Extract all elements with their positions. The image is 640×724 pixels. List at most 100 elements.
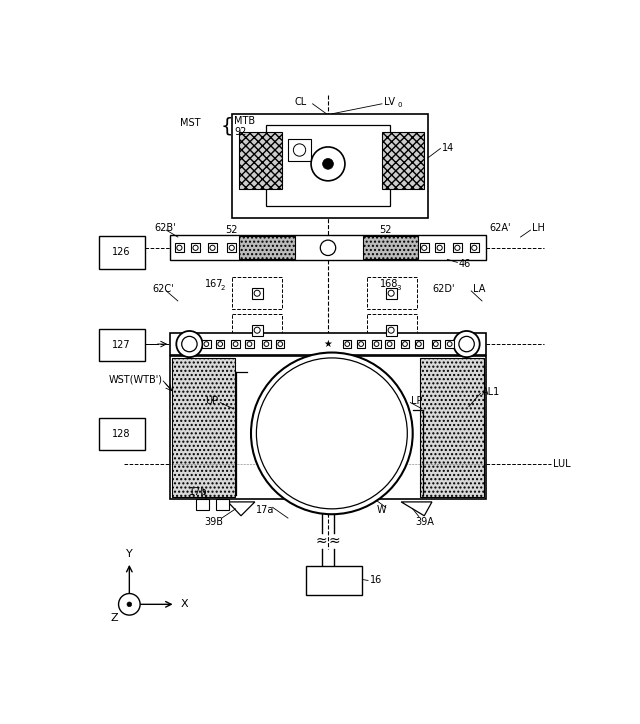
Bar <box>170 333 486 355</box>
Text: WST(WTB'): WST(WTB') <box>108 374 163 384</box>
Bar <box>227 243 236 253</box>
Circle shape <box>359 342 364 346</box>
Text: LUL: LUL <box>553 459 570 469</box>
Bar <box>232 314 282 346</box>
Bar <box>252 325 262 336</box>
Bar <box>435 243 444 253</box>
Bar <box>239 132 282 189</box>
Bar <box>239 236 295 259</box>
Text: {: { <box>220 117 232 135</box>
Bar <box>216 340 225 348</box>
Text: 52: 52 <box>225 225 238 235</box>
Bar <box>470 243 479 253</box>
Text: 62C': 62C' <box>152 285 174 295</box>
Text: 39A: 39A <box>415 517 434 527</box>
Text: ★: ★ <box>324 339 332 349</box>
Bar <box>288 139 311 161</box>
Bar <box>367 314 417 346</box>
Text: MST: MST <box>180 118 201 128</box>
Bar <box>170 356 486 499</box>
Text: LV: LV <box>384 97 395 107</box>
Circle shape <box>193 245 198 251</box>
Text: LA: LA <box>473 285 485 295</box>
Circle shape <box>387 342 392 346</box>
Bar <box>372 340 381 348</box>
Polygon shape <box>401 502 432 515</box>
Bar <box>445 340 454 348</box>
Bar <box>343 340 351 348</box>
Circle shape <box>254 327 260 333</box>
Bar <box>420 358 484 497</box>
Circle shape <box>233 342 238 346</box>
Circle shape <box>403 342 408 346</box>
Bar <box>252 288 262 298</box>
Bar <box>385 340 394 348</box>
Bar <box>232 340 240 348</box>
Circle shape <box>472 245 477 251</box>
Text: 92: 92 <box>234 127 246 137</box>
Bar <box>363 236 418 259</box>
Bar <box>382 132 424 189</box>
Bar <box>196 499 209 510</box>
Bar <box>415 340 423 348</box>
Circle shape <box>254 290 260 296</box>
Circle shape <box>417 342 421 346</box>
Text: 46: 46 <box>459 259 471 269</box>
Text: 52: 52 <box>380 225 392 235</box>
Bar <box>99 418 145 450</box>
Text: Y: Y <box>126 550 132 559</box>
Bar <box>367 277 417 309</box>
Bar <box>232 114 428 218</box>
Text: 62B': 62B' <box>155 223 177 233</box>
Circle shape <box>182 337 197 352</box>
Text: 168: 168 <box>380 279 399 289</box>
Text: W: W <box>377 505 387 515</box>
Bar <box>401 340 409 348</box>
Circle shape <box>210 245 215 251</box>
Text: 0: 0 <box>397 101 402 108</box>
Text: 17a: 17a <box>255 505 274 515</box>
Circle shape <box>218 342 223 346</box>
Polygon shape <box>228 502 255 515</box>
Circle shape <box>177 245 182 251</box>
Circle shape <box>388 290 394 296</box>
Bar <box>386 325 397 336</box>
Circle shape <box>437 245 442 251</box>
Circle shape <box>422 245 427 251</box>
Circle shape <box>447 342 452 346</box>
Bar <box>266 125 390 206</box>
Text: AL1: AL1 <box>482 387 500 397</box>
Bar <box>175 243 184 253</box>
Circle shape <box>278 342 283 346</box>
Text: 2: 2 <box>221 285 225 291</box>
Bar <box>232 277 282 309</box>
Bar <box>172 358 235 497</box>
Circle shape <box>127 602 132 607</box>
Bar <box>307 566 362 595</box>
Text: CL: CL <box>295 97 307 107</box>
Text: 127: 127 <box>113 340 131 350</box>
Text: 62D': 62D' <box>432 285 454 295</box>
Text: LP: LP <box>411 396 422 406</box>
Circle shape <box>455 245 460 251</box>
Circle shape <box>257 358 407 509</box>
Circle shape <box>323 159 333 169</box>
Text: 16: 16 <box>369 576 382 586</box>
Circle shape <box>454 331 480 357</box>
Bar <box>386 288 397 298</box>
Circle shape <box>320 240 336 256</box>
Text: 167: 167 <box>205 279 223 289</box>
Bar <box>216 499 230 510</box>
Bar <box>202 340 211 348</box>
Text: ≈: ≈ <box>316 534 328 548</box>
Bar <box>431 340 440 348</box>
Circle shape <box>345 342 349 346</box>
Text: 3: 3 <box>397 285 401 291</box>
Text: 62A': 62A' <box>490 223 511 233</box>
Bar <box>191 243 200 253</box>
Bar <box>99 329 145 361</box>
Circle shape <box>247 342 252 346</box>
Circle shape <box>118 594 140 615</box>
Text: 17b: 17b <box>189 487 208 497</box>
Circle shape <box>293 144 306 156</box>
